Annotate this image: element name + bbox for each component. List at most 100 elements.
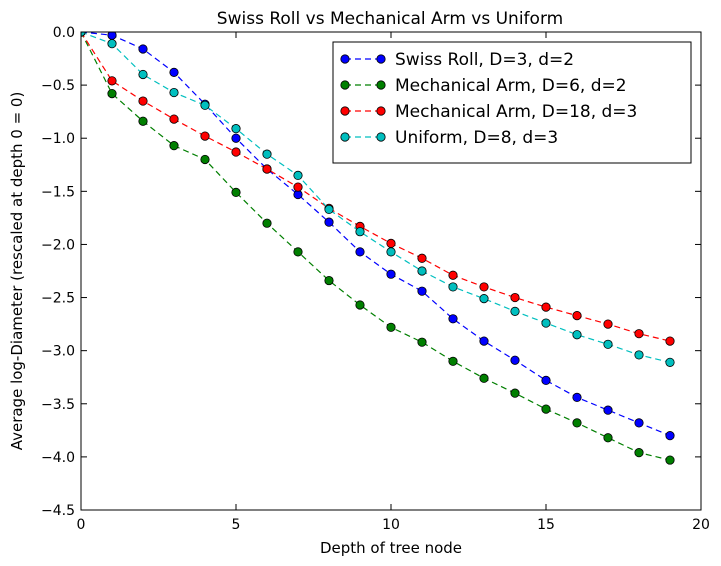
y-tick-label: −1.0: [41, 131, 75, 147]
data-point: [386, 269, 396, 279]
series-line-2: [81, 32, 671, 461]
data-point: [386, 247, 396, 257]
data-point: [417, 253, 427, 263]
data-point: [541, 318, 551, 328]
data-point: [572, 311, 582, 321]
data-point: [634, 329, 644, 339]
data-point: [293, 247, 303, 257]
series-line-3: [81, 32, 671, 342]
legend-box: [332, 41, 692, 164]
data-point: [634, 418, 644, 428]
data-point: [448, 282, 458, 292]
x-tick-label: 10: [382, 517, 400, 533]
data-point: [603, 433, 613, 443]
data-point: [634, 350, 644, 360]
data-point: [169, 87, 179, 98]
data-point: [107, 76, 117, 86]
legend-swatch-marker: [376, 106, 386, 116]
data-point: [107, 89, 117, 99]
data-point: [262, 149, 272, 159]
data-point: [200, 131, 210, 141]
legend-label: Uniform, D=8, d=3: [395, 128, 558, 148]
data-point: [169, 141, 179, 151]
series-layer: [81, 32, 675, 465]
legend-swatch-marker: [376, 54, 386, 64]
legend-item: Swiss Roll, D=3, d=2: [340, 50, 574, 70]
legend-label: Swiss Roll, D=3, d=2: [395, 50, 574, 70]
legend-label: Mechanical Arm, D=6, d=2: [395, 76, 627, 96]
legend-swatch-marker: [340, 80, 350, 90]
legend-swatch-marker: [376, 80, 386, 90]
data-point: [510, 292, 520, 303]
y-tick-label: −4.0: [41, 450, 75, 466]
data-point: [665, 336, 675, 346]
data-point: [138, 116, 148, 126]
y-axis-label: Average log-Diameter (rescaled at depth …: [8, 92, 26, 451]
data-point: [293, 182, 303, 192]
data-point: [479, 373, 489, 383]
legend-swatch-marker: [376, 132, 386, 142]
series-2: [81, 32, 675, 465]
y-tick-label: −4.5: [41, 503, 75, 519]
data-point: [355, 227, 365, 237]
data-point: [386, 238, 396, 248]
data-point: [324, 204, 334, 214]
data-point: [262, 164, 272, 174]
data-point: [231, 133, 241, 143]
data-point: [324, 275, 334, 286]
data-point: [479, 294, 489, 304]
x-tick-label: 0: [77, 517, 86, 533]
data-point: [417, 286, 427, 296]
data-point: [324, 217, 334, 227]
legend-item: Mechanical Arm, D=6, d=2: [340, 76, 627, 96]
data-point: [138, 44, 148, 54]
data-point: [169, 114, 179, 124]
y-tick-label: −3.5: [41, 397, 75, 413]
legend: Swiss Roll, D=3, d=2 Mechanical Arm, D=6,…: [332, 41, 692, 164]
data-point: [417, 266, 427, 276]
data-point: [200, 100, 210, 110]
data-point: [355, 300, 365, 310]
data-point: [510, 388, 520, 398]
data-point: [541, 302, 551, 312]
data-point: [572, 392, 582, 403]
y-tick-label: −2.5: [41, 291, 75, 307]
x-axis-label: Depth of tree node: [320, 539, 462, 557]
data-point: [510, 355, 520, 365]
x-tick-label: 15: [537, 517, 555, 533]
axes-layer: 0 5 10 15 20 0.0 −0.5 −1.0 −1.5 −2.0 −2.5 −3.0 −3.5 −…: [41, 25, 710, 533]
data-point: [231, 187, 241, 197]
data-point: [293, 170, 303, 180]
series-4: [81, 32, 675, 367]
x-tick-label: 20: [692, 517, 710, 533]
legend-label: Mechanical Arm, D=18, d=3: [395, 102, 637, 122]
data-point: [200, 154, 210, 165]
data-point: [231, 147, 241, 157]
data-point: [448, 270, 458, 280]
y-tick-label: −3.0: [41, 344, 75, 360]
data-point: [541, 404, 551, 414]
data-point: [107, 39, 117, 49]
data-point: [355, 247, 365, 257]
data-point: [572, 330, 582, 340]
data-point: [386, 322, 396, 332]
data-point: [665, 431, 675, 441]
series-line-1: [81, 32, 671, 437]
legend-swatch-marker: [340, 54, 350, 64]
data-point: [138, 96, 148, 106]
y-tick-label: −1.5: [41, 184, 75, 200]
chart-title: Swiss Roll vs Mechanical Arm vs Uniform: [217, 9, 563, 29]
data-point: [448, 314, 458, 324]
data-point: [417, 337, 427, 347]
legend-item: Mechanical Arm, D=18, d=3: [340, 102, 637, 122]
data-point: [448, 356, 458, 366]
data-point: [665, 455, 675, 465]
legend-item: Uniform, D=8, d=3: [340, 128, 558, 148]
data-point: [262, 218, 272, 228]
legend-swatch-marker: [340, 106, 350, 116]
y-tick-label: 0.0: [53, 25, 75, 41]
data-point: [479, 336, 489, 346]
data-point: [231, 124, 241, 134]
data-point: [665, 357, 675, 367]
